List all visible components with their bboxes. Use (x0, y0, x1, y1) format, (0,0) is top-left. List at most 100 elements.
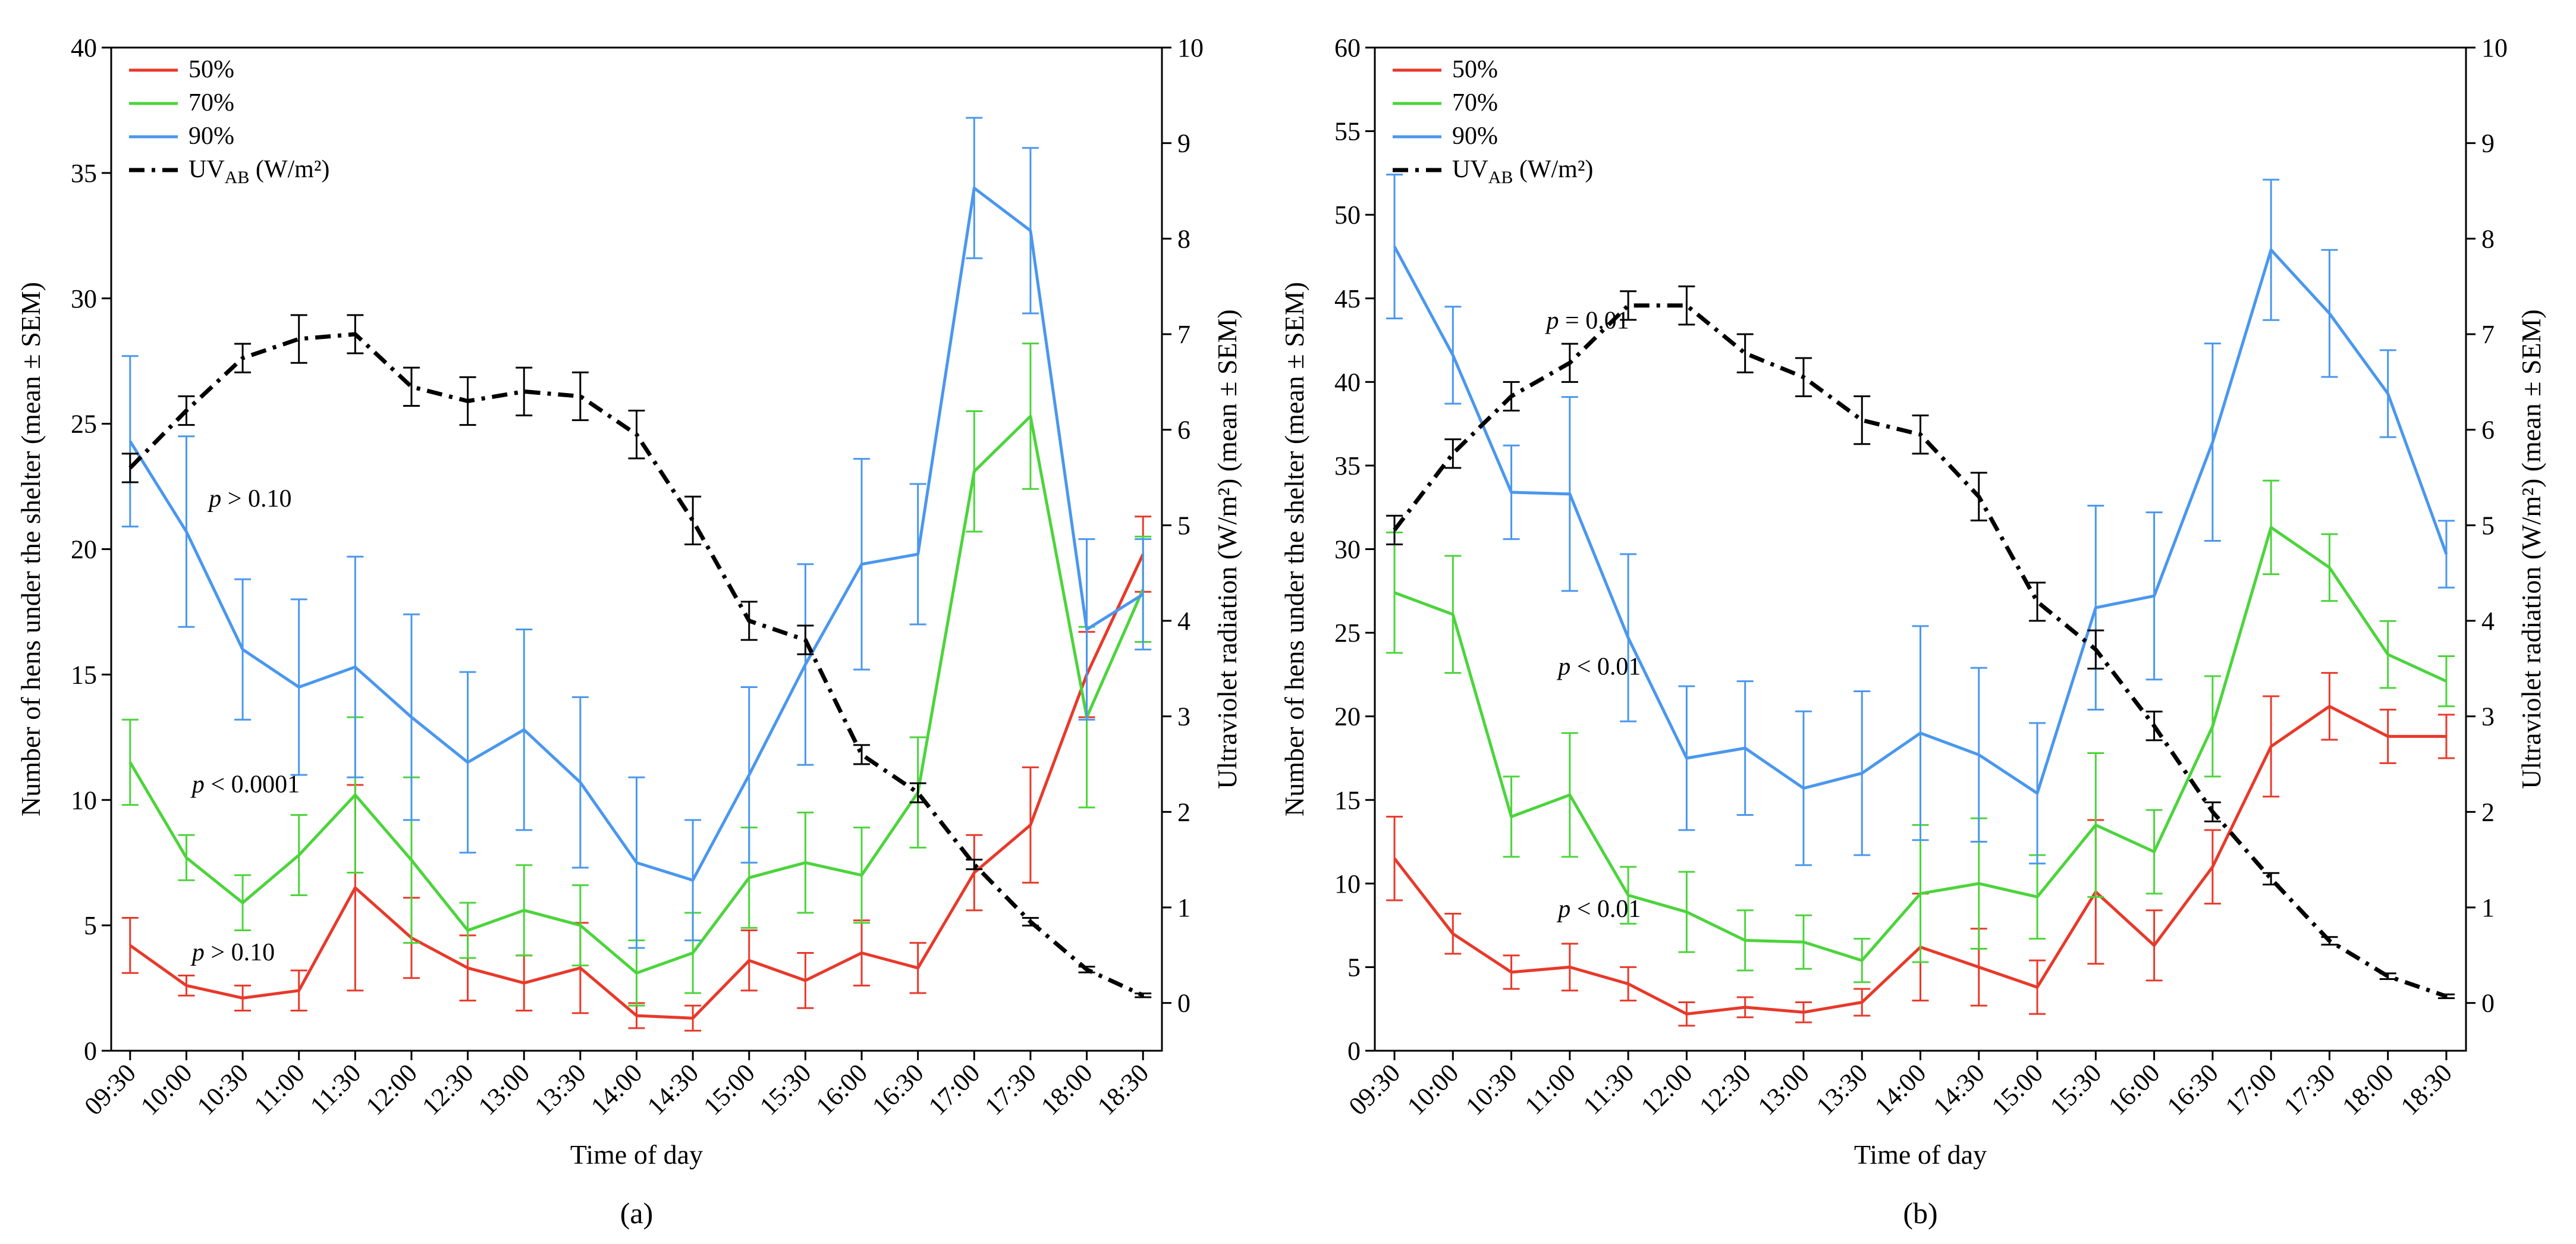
chart-b-xtick-label: 13:30 (1811, 1058, 1874, 1121)
chart-b-xtick-label: 14:00 (1869, 1058, 1932, 1121)
chart-a-caption: (a) (620, 1196, 654, 1230)
chart-b-xaxis-label: Time of day (1854, 1139, 1987, 1170)
chart-a-y2tick-label: 5 (1177, 511, 1190, 540)
chart-b-y2tick-label: 3 (2481, 702, 2495, 731)
chart-b-xtick-label: 12:30 (1694, 1058, 1757, 1121)
chart-a-y2tick-label: 8 (1177, 224, 1190, 253)
chart-a-xtick-label: 10:00 (135, 1058, 198, 1121)
chart-a-xtick-label: 14:30 (642, 1058, 705, 1121)
chart-b-ytick-label: 15 (1334, 786, 1361, 815)
chart-b-xtick-label: 16:00 (2103, 1058, 2166, 1121)
chart-b-ytick-label: 55 (1334, 117, 1361, 146)
chart-a-ytick-label: 15 (71, 660, 97, 689)
chart-a-y2tick-label: 7 (1177, 320, 1190, 349)
chart-b-y2tick-label: 6 (2481, 416, 2495, 445)
chart-a-legend-s50-label: 50% (189, 56, 234, 83)
chart-b-uv-line (1393, 303, 2448, 998)
chart-a-ytick-label: 35 (71, 159, 97, 188)
chart-a-ytick-label: 5 (84, 911, 97, 940)
chart-b-yaxis-label: Number of hens under the shelter (mean ±… (1279, 282, 1309, 816)
chart-a-y2tick-label: 9 (1177, 129, 1190, 158)
chart-b-xtick-label: 15:30 (2044, 1058, 2107, 1121)
chart-b-ytick-label: 0 (1347, 1036, 1361, 1066)
chart-a-xtick-label: 17:30 (979, 1058, 1042, 1121)
chart-b-legend-uv-label: UVAB (W/m²) (1452, 156, 1593, 187)
chart-a-xtick-label: 18:00 (1035, 1058, 1098, 1121)
chart-b-xtick-label: 10:30 (1460, 1058, 1523, 1121)
chart-b-xtick-label: 16:30 (2161, 1058, 2224, 1121)
chart-a-y2tick-label: 3 (1177, 702, 1190, 731)
chart-a-xtick-label: 13:00 (473, 1058, 536, 1121)
chart-a-pvalue-annotation-1: p > 0.10 (207, 485, 291, 513)
chart-a-ytick-label: 30 (71, 284, 97, 313)
chart-a-xtick-label: 15:30 (754, 1058, 817, 1121)
chart-b-xtick-label: 18:30 (2395, 1058, 2458, 1121)
chart-a-xtick-label: 12:00 (360, 1058, 423, 1121)
chart-b-pvalue-annotation-3: p < 0.01 (1556, 896, 1641, 923)
chart-b-ytick-label: 60 (1334, 33, 1361, 62)
chart-b-xtick-label: 17:30 (2278, 1058, 2341, 1121)
chart-a: 0 5 10 15 20 25 30 35 40 0 1 2 3 4 5 6 7 8 9 10 09:3010:0010… (15, 33, 1242, 1230)
chart-a-y2axis-label: Ultraviolet radiation (W/m²) (mean ± SEM… (1212, 309, 1242, 789)
chart-b: 05101520253035404550556001234567891009:3… (1279, 33, 2546, 1230)
chart-b-y2tick-label: 1 (2481, 893, 2495, 922)
chart-a-xtick-label: 11:00 (248, 1058, 310, 1120)
chart-a-pvalue-annotation-2: p < 0.0001 (190, 771, 300, 799)
chart-b-xtick-label: 11:00 (1519, 1058, 1581, 1120)
chart-b-xtick-label: 14:30 (1927, 1058, 1990, 1121)
chart-b-legend-s70-label: 70% (1452, 89, 1498, 117)
chart-a-xtick-label: 16:30 (866, 1058, 929, 1121)
chart-b-y2tick-label: 0 (2481, 989, 2495, 1018)
chart-a-xtick-label: 13:30 (529, 1058, 592, 1121)
chart-b-y2axis-label: Ultraviolet radiation (W/m²) (mean ± SEM… (2516, 309, 2546, 789)
chart-a-xtick-label: 11:30 (304, 1058, 366, 1120)
chart-b-s70-line (1394, 526, 2448, 962)
chart-b-pvalue-annotation-2: p < 0.01 (1556, 653, 1641, 680)
chart-a-xtick-label: 12:30 (416, 1058, 479, 1121)
chart-a-y2tick-label: 4 (1177, 607, 1190, 636)
chart-a-pvalue-annotation-3: p > 0.10 (190, 939, 275, 966)
chart-a-uv-line (128, 332, 1144, 997)
chart-a-legend-s90-label: 90% (189, 122, 234, 150)
chart-b-y2tick-label: 8 (2481, 224, 2495, 253)
chart-a-s90-line (128, 186, 1144, 882)
chart-a-xtick-label: 15:00 (698, 1058, 761, 1121)
chart-b-xtick-label: 15:00 (1986, 1058, 2049, 1121)
chart-b-y2tick-label: 9 (2481, 129, 2495, 158)
chart-b-xtick-label: 13:00 (1752, 1058, 1815, 1121)
chart-b-ytick-label: 20 (1334, 702, 1361, 731)
chart-b-ytick-label: 10 (1334, 869, 1361, 899)
chart-a-ytick-label: 25 (71, 410, 97, 439)
chart-b-xtick-label: 09:30 (1343, 1058, 1406, 1121)
chart-a-yaxis-label: Number of hens under the shelter (mean ±… (15, 282, 46, 816)
chart-b-xtick-label: 12:00 (1635, 1058, 1698, 1121)
chart-b-ytick-label: 40 (1334, 367, 1361, 397)
chart-b-ytick-label: 5 (1347, 953, 1361, 982)
chart-a-xtick-label: 18:30 (1092, 1058, 1155, 1121)
chart-a-xtick-label: 09:30 (78, 1058, 142, 1121)
chart-a-legend-uv-label: UVAB (W/m²) (189, 156, 329, 187)
chart-a-xtick-label: 16:00 (811, 1058, 874, 1121)
chart-a-xtick-label: 14:00 (585, 1058, 648, 1121)
chart-b-y2tick-label: 5 (2481, 511, 2495, 540)
chart-b-ytick-label: 35 (1334, 451, 1361, 480)
chart-b-ytick-label: 25 (1334, 618, 1361, 648)
chart-a-ytick-label: 10 (71, 786, 97, 815)
chart-a-s70-line (128, 414, 1145, 975)
chart-a-y2tick-label: 6 (1177, 416, 1190, 445)
chart-b-y2tick-label: 10 (2481, 33, 2508, 62)
chart-a-xaxis-label: Time of day (570, 1139, 703, 1170)
chart-b-legend-s50-label: 50% (1452, 56, 1498, 83)
chart-b-xtick-label: 10:00 (1402, 1058, 1465, 1121)
chart-b-ytick-label: 30 (1334, 535, 1361, 564)
chart-a-y2tick-label: 2 (1177, 797, 1190, 827)
chart-a-legend-s70-label: 70% (189, 89, 234, 117)
chart-a-ytick-label: 20 (71, 535, 97, 564)
chart-b-legend-s90-label: 90% (1452, 122, 1498, 150)
chart-b-y2tick-label: 7 (2481, 320, 2495, 349)
chart-a-ytick-label: 40 (71, 33, 97, 62)
chart-b-xtick-label: 18:00 (2336, 1058, 2399, 1121)
chart-b-xtick-label: 17:00 (2220, 1058, 2283, 1121)
chart-a-y2tick-label: 10 (1177, 33, 1204, 62)
